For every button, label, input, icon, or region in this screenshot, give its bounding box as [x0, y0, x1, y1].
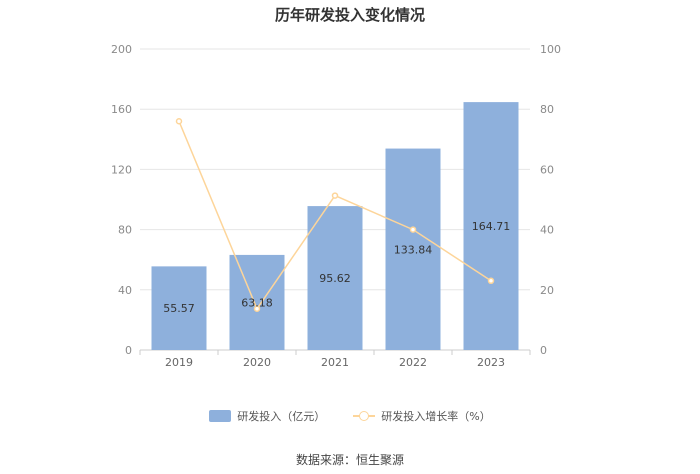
y-right-tick-label: 20 [540, 284, 554, 297]
legend-line-label: 研发投入增长率（%） [381, 410, 491, 423]
y-left-tick-label: 80 [118, 224, 132, 237]
y-left-tick-label: 200 [111, 43, 132, 56]
legend-item-line[interactable]: 研发投入增长率（%） [353, 408, 491, 424]
bar [151, 266, 207, 350]
x-tick-label: 2020 [243, 356, 271, 369]
chart-legend: 研发投入（亿元） 研发投入增长率（%） [0, 408, 700, 424]
legend-bar-swatch [209, 410, 232, 422]
growth-point [253, 305, 261, 313]
bar-data-label: 55.57 [163, 302, 195, 315]
y-right-tick-label: 100 [540, 43, 561, 56]
bar [229, 254, 285, 350]
x-tick-label: 2023 [477, 356, 505, 369]
y-left-tick-label: 160 [111, 103, 132, 116]
y-right-tick-label: 0 [540, 344, 547, 357]
growth-point [175, 117, 183, 125]
data-source: 数据来源：恒生聚源 [295, 453, 404, 467]
growth-point [331, 192, 339, 199]
bar [463, 102, 519, 350]
y-right-tick-label: 60 [540, 163, 554, 176]
x-tick-label: 2019 [165, 356, 193, 369]
x-tick-label: 2021 [321, 356, 349, 369]
bar-data-label: 63.18 [241, 296, 273, 309]
legend-bar-label: 研发投入（亿元） [237, 410, 326, 423]
y-left-tick-label: 40 [118, 284, 132, 297]
bar [307, 206, 363, 350]
y-right-tick-label: 40 [540, 224, 554, 237]
legend-item-bar[interactable]: 研发投入（亿元） [209, 408, 325, 424]
bar [385, 148, 441, 350]
legend-line-swatch [353, 410, 376, 422]
y-right-tick-label: 80 [540, 103, 554, 116]
y-left-tick-label: 0 [125, 344, 132, 357]
chart-title: 历年研发投入变化情况 [274, 6, 425, 24]
chart-plot: 0 40 80 120 160 200 0 20 40 60 80 100 2019 2020 2021 20… [111, 43, 561, 369]
x-tick-label: 2022 [399, 356, 427, 369]
y-left-tick-label: 120 [111, 163, 132, 176]
bar-data-label: 133.84 [394, 243, 433, 256]
bar-data-label: 95.62 [319, 272, 351, 285]
growth-point [409, 226, 417, 233]
bar-data-label: 164.71 [472, 220, 511, 233]
growth-point [487, 277, 495, 285]
